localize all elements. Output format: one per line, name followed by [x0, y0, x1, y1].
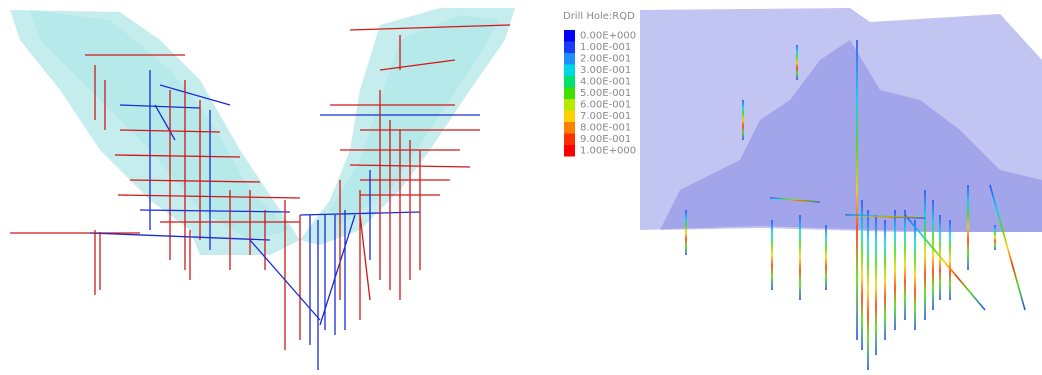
legend-label: 2.00E-001: [580, 54, 631, 65]
legend-label: 9.00E-001: [580, 134, 631, 145]
legend-title: Drill Hole:RQD: [563, 11, 635, 22]
legend-label: 4.00E-001: [580, 77, 631, 88]
legend-label: 6.00E-001: [580, 100, 631, 111]
legend-swatch: [564, 76, 575, 88]
legend-swatch: [564, 53, 575, 65]
legend-label: 5.00E-001: [580, 88, 631, 99]
legend-swatch: [564, 30, 575, 42]
legend-label: 7.00E-001: [580, 111, 631, 122]
legend-swatch: [564, 42, 575, 54]
legend-label: 3.00E-001: [580, 65, 631, 76]
legend-swatch: [564, 122, 575, 134]
legend-swatch: [564, 65, 575, 77]
legend-swatch: [564, 99, 575, 111]
legend: Drill Hole:RQD 0.00E+0001.00E-0012.00E-0…: [563, 11, 636, 157]
legend-label: 8.00E-001: [580, 123, 631, 134]
legend-label: 1.00E+000: [580, 146, 636, 157]
legend-swatch: [564, 145, 575, 157]
page: {"legend": {"title": "Drill Hole:RQD", "…: [0, 0, 1042, 375]
legend-label: 1.00E-001: [580, 42, 631, 53]
legend-label: 0.00E+000: [580, 31, 636, 42]
left-view: [10, 8, 515, 370]
right-view: [640, 8, 1042, 370]
legend-swatch: [564, 134, 575, 146]
legend-swatch: [564, 111, 575, 123]
legend-swatch: [564, 88, 575, 100]
scene: Drill Hole:RQD 0.00E+0001.00E-0012.00E-0…: [0, 0, 1042, 375]
drill-hole: [360, 215, 370, 300]
